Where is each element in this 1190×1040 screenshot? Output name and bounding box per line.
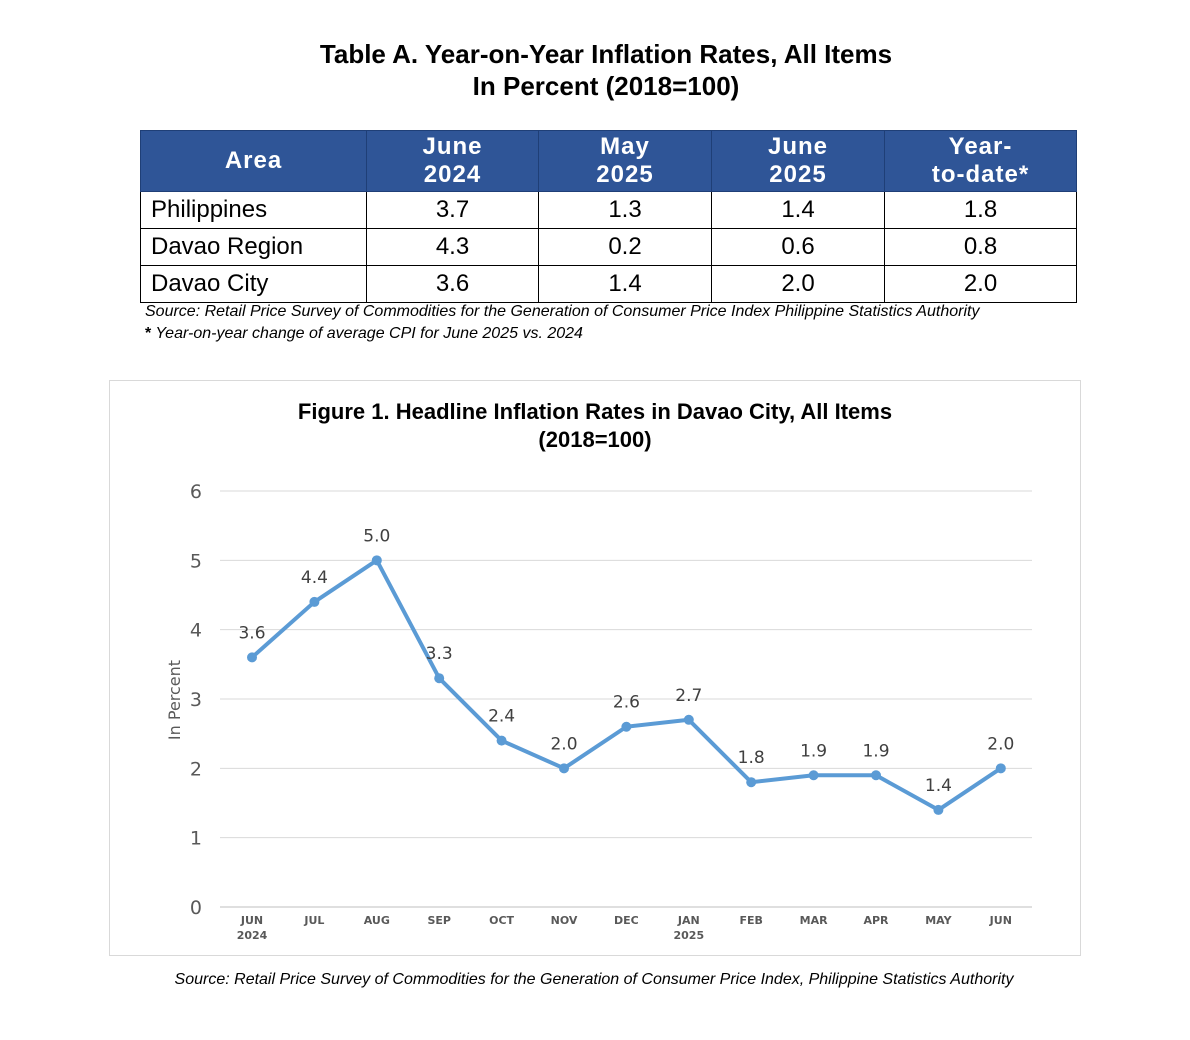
table-title-line1: Table A. Year-on-Year Inflation Rates, A… [319, 39, 893, 69]
header-may-2025: May 2025 [538, 130, 712, 192]
x-tick-label: MAY [925, 914, 952, 927]
x-tick-label: OCT [489, 914, 514, 927]
header-area: Area [140, 130, 367, 192]
y-tick-label: 3 [190, 689, 202, 711]
chart-frame [109, 380, 1081, 956]
data-point [746, 777, 757, 788]
table-cell: 3.7 [366, 191, 539, 229]
table-source: Source: Retail Price Survey of Commoditi… [145, 303, 980, 320]
table-cell: 0.2 [538, 228, 712, 266]
table-cell: 0.8 [884, 228, 1077, 266]
table-cell: 1.4 [711, 191, 885, 229]
table-note: * Year-on-year change of average CPI for… [145, 325, 583, 343]
data-label: 2.0 [987, 734, 1014, 754]
series-line [250, 558, 1003, 812]
data-point [621, 721, 632, 732]
data-point [995, 763, 1006, 774]
x-tick-label: NOV [551, 914, 578, 927]
data-label: 1.8 [738, 748, 765, 768]
data-label: 3.3 [426, 644, 453, 664]
data-points [247, 555, 1006, 815]
data-labels: 3.6 4.4 5.0 3.3 2.4 2.0 2.6 2.7 1.8 1.9 1.9 1.4 2.0 [238, 526, 1014, 796]
y-tick-label: 2 [190, 758, 202, 780]
x-tick-sublabel: 2025 [673, 929, 704, 942]
data-point [247, 652, 257, 663]
data-point [371, 555, 382, 566]
x-tick-label: AUG [364, 914, 390, 927]
row-area: Davao Region [140, 228, 367, 266]
x-tick-label: JUL [303, 914, 324, 927]
data-point [808, 770, 819, 781]
table-title-line2: In Percent (2018=100) [472, 71, 740, 101]
data-label: 3.6 [238, 623, 265, 643]
y-tick-label: 6 [190, 481, 202, 503]
table-cell: 3.6 [366, 265, 539, 303]
data-label: 5.0 [363, 526, 390, 546]
y-tick-label: 4 [190, 620, 202, 642]
chart-title-line1: Figure 1. Headline Inflation Rates in Da… [297, 399, 893, 424]
data-point [933, 804, 944, 815]
data-label: 2.0 [550, 734, 577, 754]
data-point [496, 735, 507, 746]
x-tick-label: APR [863, 914, 889, 927]
chart-source: Source: Retail Price Survey of Commoditi… [174, 971, 1014, 988]
data-label: 2.4 [488, 707, 515, 727]
note-star: * [145, 325, 152, 342]
x-tick-label: SEP [427, 914, 451, 927]
header-june-2024: June 2024 [366, 130, 539, 192]
x-tick-label: JUN [989, 914, 1012, 927]
x-tick-label: JAN [677, 914, 700, 927]
data-point [871, 770, 881, 781]
data-label: 2.7 [675, 686, 702, 706]
data-label: 4.4 [301, 568, 328, 588]
row-area: Philippines [140, 191, 367, 229]
table-cell: 2.0 [884, 265, 1077, 303]
table-title: Table A. Year-on-Year Inflation Rates, A… [0, 38, 1190, 102]
x-tick-label: MAR [800, 914, 828, 927]
table-cell: 4.3 [366, 228, 539, 266]
table-row: Davao City 3.6 1.4 2.0 2.0 [140, 265, 1077, 303]
x-tick-label: DEC [614, 914, 639, 927]
data-label: 2.6 [613, 693, 640, 713]
table-cell: 1.4 [538, 265, 712, 303]
grid-lines [220, 490, 1032, 908]
data-label: 1.9 [862, 741, 889, 761]
y-axis-label: In Percent [165, 660, 184, 740]
table-row: Philippines 3.7 1.3 1.4 1.8 [140, 191, 1077, 229]
data-point [683, 714, 694, 725]
data-label: 1.4 [925, 776, 952, 796]
y-tick-label: 1 [190, 828, 202, 850]
data-label: 1.9 [800, 741, 827, 761]
y-tick-labels: 0 1 2 3 4 5 6 [190, 481, 202, 919]
chart-title: Figure 1. Headline Inflation Rates in Da… [0, 398, 1190, 454]
note-text: Year-on-year change of average CPI for J… [151, 325, 583, 342]
chart-title-line2: (2018=100) [538, 427, 652, 452]
x-tick-sublabel: 2024 [237, 929, 268, 942]
x-tick-label: JUN [240, 914, 263, 927]
data-point [309, 596, 320, 607]
x-tick-label: FEB [739, 914, 762, 927]
x-tick-labels: JUN 2024 JUL AUG SEP OCT NOV DEC JAN 2025 FEB MAR AP… [237, 914, 1012, 942]
table-row: Davao Region 4.3 0.2 0.6 0.8 [140, 228, 1077, 266]
y-tick-label: 5 [190, 550, 202, 572]
inflation-table: Area June 2024 May 2025 June 2025 Year-to-d… [140, 130, 1077, 303]
table-cell: 1.3 [538, 191, 712, 229]
data-point [559, 763, 569, 774]
y-tick-label: 0 [190, 897, 202, 919]
table-cell: 2.0 [711, 265, 885, 303]
data-point [434, 673, 445, 684]
table-cell: 1.8 [884, 191, 1077, 229]
